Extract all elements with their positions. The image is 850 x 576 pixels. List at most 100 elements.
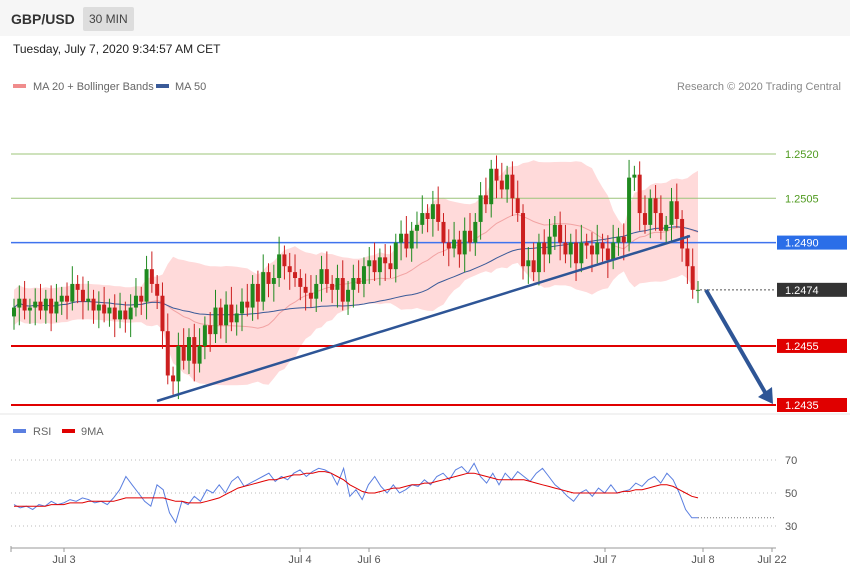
candle-body [526, 260, 531, 267]
candle-body [213, 307, 218, 335]
candle-body [637, 174, 642, 214]
rsi-line [13, 462, 698, 524]
candle-body [568, 242, 573, 255]
candle-body [33, 301, 38, 308]
candle-body [351, 278, 356, 290]
pivot-label: 1.2490 [785, 238, 819, 250]
candle-body [255, 283, 260, 302]
support-label: 1.2455 [785, 341, 819, 353]
candle-body [293, 272, 298, 279]
candle-body [642, 213, 647, 225]
candle-body [245, 301, 250, 308]
rsi-tick-label: 70 [785, 455, 797, 467]
candle-body [319, 269, 324, 284]
candle-body [335, 278, 340, 290]
candle-body [107, 307, 112, 314]
candle-body [38, 301, 43, 311]
candle-body [648, 198, 653, 225]
chart-header: GBP/USD 30 MIN [0, 0, 850, 36]
candle-body [367, 260, 372, 267]
candle-body [605, 248, 610, 261]
candle-body [499, 180, 504, 190]
candle-body [224, 304, 229, 326]
candle-body [574, 242, 579, 264]
ma50-legend-swatch [156, 84, 169, 88]
candle-body [49, 298, 54, 314]
candle-body [160, 295, 165, 332]
candle-body [589, 245, 594, 255]
candle-body [685, 248, 690, 267]
candle-body [208, 325, 213, 335]
candle-body [59, 295, 64, 302]
candle-body [202, 325, 207, 346]
rsi-ma-legend-swatch [62, 429, 75, 433]
candle-body [171, 375, 176, 382]
candle-body [43, 298, 48, 311]
candle-body [186, 337, 191, 361]
x-axis-label: Jul 3 [52, 554, 75, 566]
x-axis-label: Jul 8 [691, 554, 714, 566]
candle-body [346, 289, 351, 302]
last-price-label-box [777, 282, 847, 297]
support-label-box [777, 338, 847, 353]
x-axis-label: Jul 6 [357, 554, 380, 566]
candle-body [547, 236, 552, 255]
candle-body [521, 213, 526, 267]
candle-body [128, 307, 133, 320]
candle-body [563, 242, 568, 255]
candle-body [515, 198, 520, 214]
x-axis-label: Jul 4 [288, 554, 311, 566]
candle-body [653, 198, 658, 214]
candle-body [308, 292, 313, 299]
candle-body [340, 278, 345, 302]
candle-body [399, 233, 404, 243]
candle-body [473, 221, 478, 243]
resistance-label: 1.2505 [785, 193, 819, 205]
candle-body [282, 254, 287, 267]
candle-body [558, 224, 563, 243]
candle-body [658, 213, 663, 231]
bollinger-band [14, 160, 698, 386]
x-axis-label: Jul 22 [757, 554, 786, 566]
candle-body [54, 301, 59, 314]
candle-body [155, 283, 160, 296]
candle-body [80, 289, 85, 302]
chart-timestamp: Tuesday, July 7, 2020 9:34:57 AM CET [13, 42, 221, 56]
candle-body [372, 260, 377, 273]
candle-body [383, 257, 388, 264]
candle-body [483, 195, 488, 205]
candle-body [133, 295, 138, 308]
candle-body [86, 298, 91, 302]
candle-body [510, 174, 515, 199]
candle-body [664, 224, 669, 231]
support-label-box [777, 398, 847, 412]
candle-body [696, 289, 700, 291]
candle-body [324, 269, 329, 284]
candle-body [457, 239, 462, 255]
rsi-legend-label: RSI [33, 426, 51, 438]
x-axis-label: Jul 7 [593, 554, 616, 566]
pivot-label-box [777, 235, 847, 250]
candle-body [75, 283, 80, 290]
candle-body [112, 307, 117, 320]
ma20-legend-label: MA 20 + Bollinger Bands [33, 81, 154, 93]
timeframe-button[interactable]: 30 MIN [83, 7, 134, 31]
candle-body [600, 242, 605, 249]
candle-body [261, 272, 266, 302]
forecast-arrow-shaft [704, 289, 768, 395]
candle-body [314, 283, 319, 299]
candle-body [595, 242, 600, 255]
candle-body [266, 272, 271, 284]
candle-body [27, 307, 32, 311]
candle-body [176, 345, 181, 382]
candle-body [356, 278, 361, 284]
candle-body [96, 304, 101, 311]
candle-body [505, 174, 510, 190]
candle-body [165, 331, 170, 376]
candle-body [287, 266, 292, 273]
forecast-arrow-head [758, 387, 773, 404]
candle-body [388, 263, 393, 270]
candle-body [139, 295, 144, 302]
candle-body [361, 266, 366, 284]
ma50-legend-label: MA 50 [175, 81, 206, 93]
